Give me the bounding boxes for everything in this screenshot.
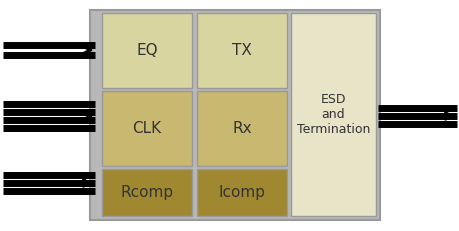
Bar	[102, 13, 191, 88]
Bar	[291, 13, 375, 216]
Text: CLK: CLK	[132, 121, 161, 136]
Text: Rcomp: Rcomp	[120, 185, 173, 200]
Text: Rx: Rx	[232, 121, 251, 136]
Bar	[102, 91, 191, 166]
Bar	[196, 169, 286, 216]
Bar	[196, 13, 286, 88]
Bar	[102, 169, 191, 216]
Bar	[196, 91, 286, 166]
Text: TX: TX	[231, 43, 252, 58]
Bar	[90, 10, 379, 220]
Text: Icomp: Icomp	[218, 185, 265, 200]
Text: EQ: EQ	[136, 43, 157, 58]
Text: ESD
and
Termination: ESD and Termination	[296, 93, 369, 136]
